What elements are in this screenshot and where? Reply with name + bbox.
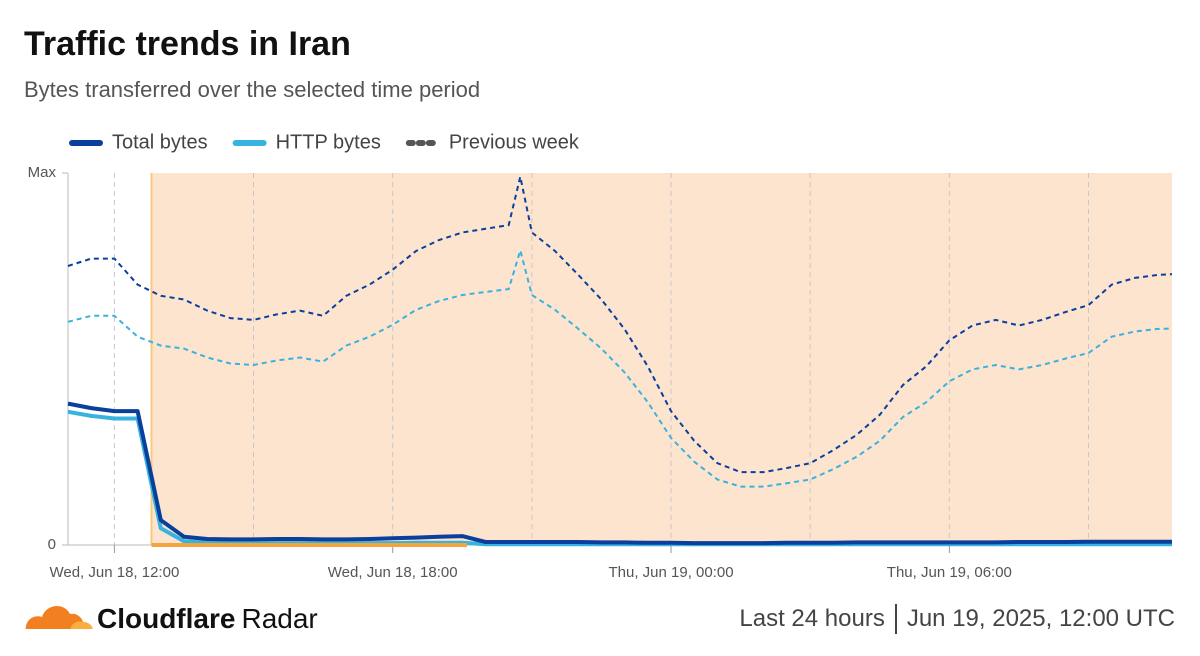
legend: Total bytes HTTP bytes Previous week: [69, 131, 580, 153]
y-tick-label: 0: [48, 536, 56, 553]
brand-name: Cloudflare: [97, 603, 235, 634]
y-tick-label: Max: [28, 164, 57, 181]
footer-info: Last 24 hours Jun 19, 2025, 12:00 UTC: [739, 604, 1175, 634]
previous-week-line: [67, 176, 1173, 474]
legend-label: Previous week: [449, 131, 580, 153]
brand: Cloudflare Radar: [97, 603, 318, 634]
previous-week-line: [67, 246, 1173, 488]
x-tick-label: Wed, Jun 18, 12:00: [49, 564, 179, 581]
separator: [894, 604, 897, 634]
period: Last 24 hours: [739, 605, 885, 632]
date: Jun 19, 2025, 12:00 UTC: [906, 605, 1175, 632]
chart-subtitle: Bytes transferred over the selected time…: [24, 77, 480, 102]
chart-title: Traffic trends in Iran: [24, 25, 351, 63]
x-tick-label: Wed, Jun 18, 18:00: [328, 564, 458, 581]
x-tick-label: Thu, Jun 19, 06:00: [887, 564, 1012, 581]
legend-label: Total bytes: [112, 131, 208, 153]
brand-logo: [24, 606, 94, 633]
shaded-region: [151, 173, 1173, 545]
legend-label: HTTP bytes: [276, 131, 381, 153]
product-name: Radar: [241, 603, 317, 634]
baseline-bar: [151, 543, 467, 547]
x-tick-label: Thu, Jun 19, 00:00: [608, 564, 733, 581]
series-line: [67, 401, 1172, 546]
